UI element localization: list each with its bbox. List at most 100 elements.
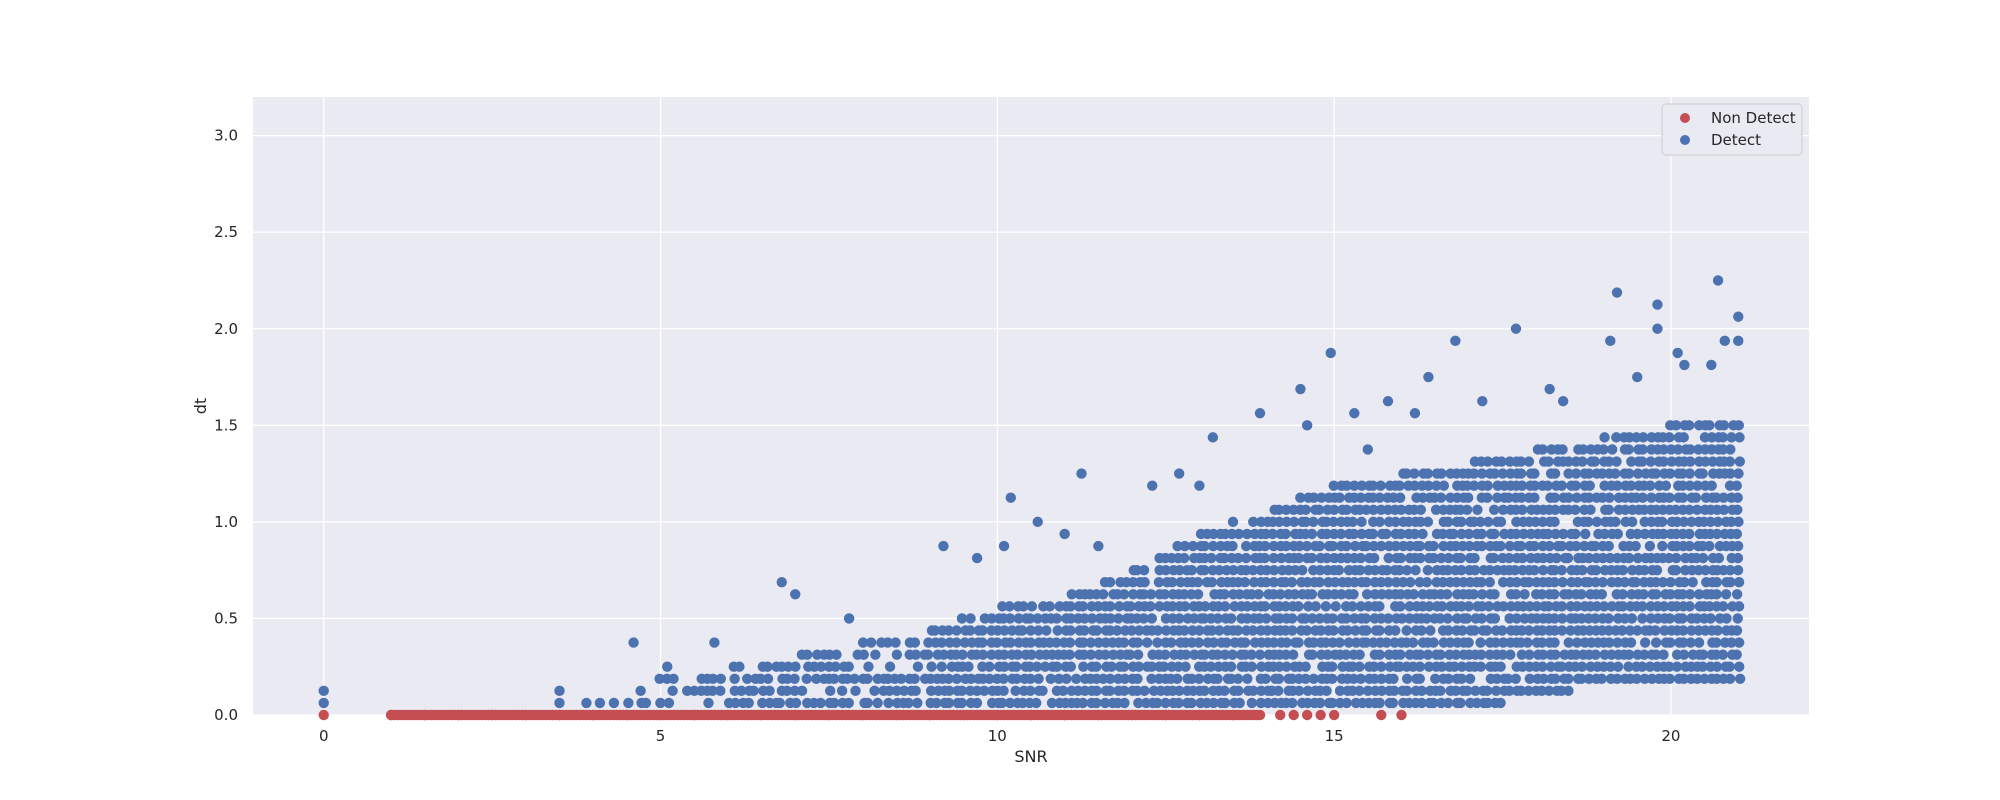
non-detect-point bbox=[1254, 709, 1266, 721]
detect-point bbox=[1193, 637, 1205, 648]
x-tick-label: 10 bbox=[988, 727, 1007, 745]
detect-point bbox=[1563, 685, 1574, 697]
detect-point bbox=[1124, 649, 1136, 660]
detect-point bbox=[1057, 685, 1069, 697]
detect-point bbox=[1712, 275, 1724, 286]
detect-point bbox=[1556, 601, 1568, 612]
detect-point bbox=[1732, 564, 1744, 576]
y-tick-label: 1.0 bbox=[214, 513, 238, 531]
detect-point bbox=[1556, 625, 1568, 636]
detect-point bbox=[1091, 697, 1102, 709]
detect-point bbox=[1476, 468, 1488, 479]
detect-point bbox=[1065, 601, 1076, 612]
detect-point bbox=[635, 685, 646, 697]
detect-point bbox=[1484, 577, 1495, 588]
detect-point bbox=[1026, 601, 1038, 612]
detect-point bbox=[1462, 492, 1474, 503]
detect-point bbox=[1537, 444, 1548, 455]
detect-point bbox=[1341, 540, 1352, 552]
detect-point bbox=[1711, 492, 1722, 503]
detect-point bbox=[1039, 661, 1051, 672]
detect-point bbox=[1303, 601, 1314, 612]
detect-point bbox=[1557, 577, 1568, 588]
detect-point bbox=[1199, 685, 1210, 697]
detect-point bbox=[1672, 347, 1683, 359]
detect-point bbox=[1424, 601, 1435, 612]
detect-point bbox=[1273, 504, 1285, 516]
detect-point bbox=[1206, 552, 1217, 564]
x-tick-label: 5 bbox=[656, 727, 666, 745]
detect-point bbox=[1199, 540, 1210, 552]
detect-point bbox=[1515, 468, 1527, 479]
detect-point bbox=[1488, 552, 1500, 564]
detect-point bbox=[1159, 589, 1170, 600]
detect-point bbox=[1108, 649, 1119, 660]
detect-point bbox=[1590, 577, 1601, 588]
detect-point bbox=[1537, 649, 1549, 660]
detect-point bbox=[1537, 516, 1548, 528]
detect-point bbox=[1174, 613, 1185, 624]
detect-point bbox=[1011, 661, 1022, 672]
detect-point bbox=[1549, 625, 1560, 636]
detect-point bbox=[1632, 468, 1644, 479]
detect-point bbox=[872, 697, 883, 709]
detect-point bbox=[1650, 468, 1662, 479]
detect-point bbox=[1576, 589, 1587, 600]
detect-point bbox=[1706, 480, 1717, 491]
detect-point bbox=[781, 685, 793, 697]
detect-point bbox=[943, 673, 954, 684]
detect-point bbox=[1374, 649, 1385, 660]
detect-point bbox=[1334, 492, 1345, 503]
detect-point bbox=[1665, 637, 1676, 648]
detect-point bbox=[1624, 625, 1636, 636]
detect-point bbox=[1570, 480, 1581, 491]
detect-point bbox=[1469, 564, 1481, 576]
detect-point bbox=[1342, 625, 1353, 636]
non-detect-point bbox=[554, 709, 565, 721]
detect-point bbox=[790, 661, 801, 672]
detect-point bbox=[870, 649, 881, 660]
detect-point bbox=[1455, 697, 1466, 709]
detect-point bbox=[1693, 589, 1705, 600]
detect-point bbox=[1690, 492, 1702, 503]
detect-point bbox=[1261, 564, 1272, 576]
detect-point bbox=[986, 613, 997, 624]
detect-point bbox=[1104, 685, 1116, 697]
detect-point bbox=[1097, 589, 1109, 600]
detect-point bbox=[1692, 673, 1703, 684]
x-tick-label: 15 bbox=[1325, 727, 1344, 745]
detect-point bbox=[1658, 601, 1670, 612]
detect-point bbox=[623, 697, 634, 709]
detect-point bbox=[1286, 577, 1298, 588]
detect-point bbox=[1205, 661, 1217, 672]
detect-point bbox=[1044, 601, 1055, 612]
detect-point bbox=[1219, 685, 1230, 697]
detect-point bbox=[1388, 673, 1399, 684]
detect-point bbox=[1542, 528, 1554, 540]
detect-point bbox=[1361, 577, 1372, 588]
detect-point bbox=[1612, 661, 1624, 672]
detect-point bbox=[1307, 649, 1318, 660]
detect-point bbox=[1367, 528, 1379, 540]
detect-point bbox=[1268, 564, 1280, 576]
detect-point bbox=[1687, 577, 1698, 588]
detect-point bbox=[1153, 577, 1165, 588]
detect-point bbox=[1025, 637, 1036, 648]
detect-point bbox=[1638, 432, 1649, 443]
detect-point bbox=[1626, 516, 1638, 528]
detect-point bbox=[1383, 577, 1394, 588]
detect-point bbox=[1678, 516, 1690, 528]
detect-point bbox=[1274, 661, 1285, 672]
detect-point bbox=[1563, 673, 1574, 684]
detect-point bbox=[1032, 613, 1043, 624]
detect-point bbox=[1684, 601, 1695, 612]
detect-point bbox=[1731, 528, 1743, 540]
detect-point bbox=[965, 625, 976, 636]
detect-point bbox=[790, 589, 801, 600]
detect-point bbox=[790, 697, 802, 709]
detect-point bbox=[318, 697, 329, 709]
detect-point bbox=[1171, 673, 1183, 684]
detect-point bbox=[1464, 673, 1476, 684]
detect-point bbox=[1308, 516, 1319, 528]
detect-point bbox=[931, 697, 942, 709]
